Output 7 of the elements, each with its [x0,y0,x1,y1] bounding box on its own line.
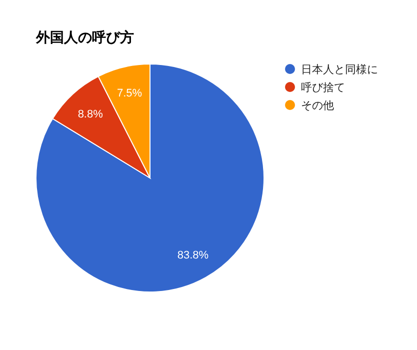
chart-title: 外国人の呼び方 [35,29,134,45]
data-label: 8.8% [78,108,104,121]
data-label: 83.8% [177,250,209,262]
legend-label: 日本人と同様に [301,63,378,76]
legend-label: その他 [301,100,334,112]
data-label: 7.5% [116,88,142,100]
legend-label: 呼び捨て [301,81,345,94]
